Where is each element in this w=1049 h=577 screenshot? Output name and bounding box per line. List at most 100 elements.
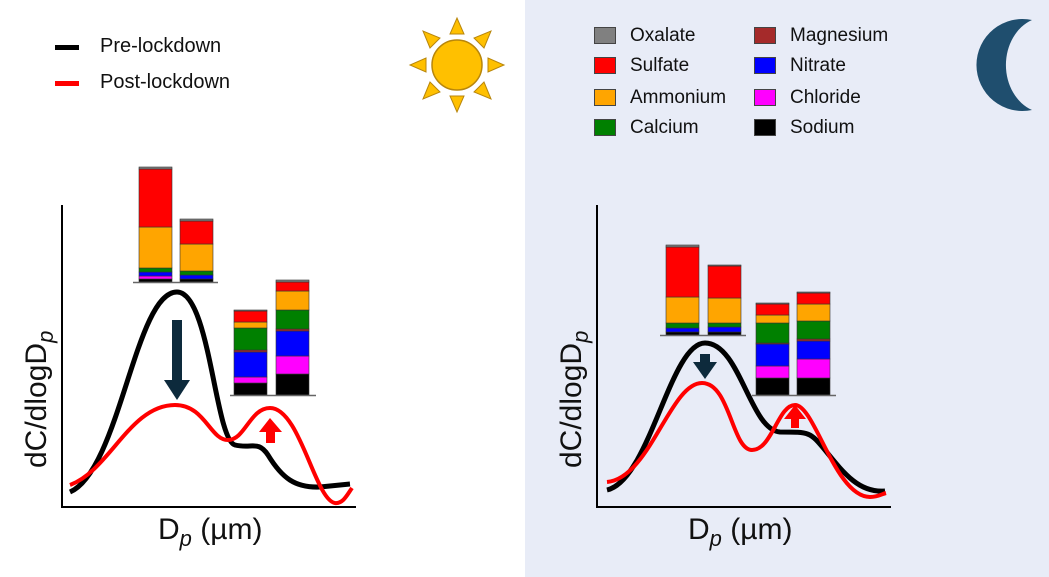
bar-segment-nitrate [275,330,310,357]
day-axes [61,205,356,508]
night-post-curve [606,380,887,500]
night-coarse-mode-post-bar [796,291,831,396]
bar-segment-ammonium [179,243,214,272]
bar-segment-oxalate [138,166,173,170]
bar-segment-calcium [179,270,214,276]
bar-segment-calcium [755,322,790,344]
bar-segment-sodium [665,331,700,336]
swatch [594,57,616,74]
night-fine-mode-pre-bar [665,244,700,336]
legend-label: Oxalate [630,25,696,46]
bar-segment-sodium [275,373,310,396]
bar-segment-ammonium [755,314,790,324]
legend-item-sulfate: Sulfate [594,55,690,77]
legend-item-oxalate: Oxalate [594,25,696,47]
bar-segment-sulfate [138,168,173,228]
day-coarse-mode-pre-bar [233,309,268,396]
swatch [594,89,616,106]
ylabel-text: dC/dlogD [20,342,53,468]
bar-segment-ammonium [275,290,310,311]
legend-pre: Pre-lockdown [55,35,222,58]
xlabel-text: D [158,513,180,546]
bar-segment-oxalate [275,279,310,283]
legend-label: Sodium [790,117,855,138]
legend-label: Nitrate [790,55,846,76]
bar-segment-nitrate [665,327,700,333]
bar-segment-nitrate [707,326,742,333]
bar-segment-ammonium [233,321,268,329]
bar-segment-oxalate [233,309,268,312]
bar-segment-sulfate [665,246,700,298]
night-coarse-mode-pre-bar [755,302,790,396]
bar-segment-chloride [755,365,790,379]
bar-segment-sodium [755,377,790,396]
night-pre-curve [606,340,886,494]
night-axes [596,205,891,508]
day-fine-mode-pre-bar [138,166,173,283]
swatch [754,27,776,44]
bar-segment-sulfate [233,310,268,323]
legend-label: Ammonium [630,87,727,108]
decrease-arrow-icon [693,354,717,379]
swatch [754,57,776,74]
legend-post: Post-lockdown [55,71,231,94]
legend-label: Calcium [630,117,699,138]
legend-label: Sulfate [630,55,690,76]
crescent-moon-icon [976,18,1032,112]
bar-segment-calcium [796,320,831,340]
bar-segment-sodium [707,331,742,336]
sun-icon [408,16,506,114]
legend-item-sodium: Sodium [754,117,855,139]
legend-pre-label: Pre-lockdown [100,35,222,57]
increase-arrow-icon [784,405,806,428]
bar-segment-calcium [275,309,310,330]
bar-segment-nitrate [138,271,173,277]
bar-segment-chloride [138,275,173,280]
legend-item-ammonium: Ammonium [594,87,727,109]
bar-segment-oxalate [665,244,700,248]
bar-segment-chloride [233,376,268,384]
xlabel-sub: p [709,526,722,551]
bar-segment-sodium [796,377,831,396]
night-y-axis-label: dC/dlogDp [555,331,594,468]
increase-arrow-icon [259,418,282,443]
xlabel-sub: p [179,526,192,551]
bar-segment-calcium [707,322,742,328]
day-y-axis-label: dC/dlogDp [20,331,59,468]
legend-item-magnesium: Magnesium [754,25,888,47]
bar-segment-sulfate [275,281,310,292]
bar-segment-oxalate [179,218,214,222]
bar-segment-ammonium [138,226,173,269]
stacked-bars [133,166,836,397]
bar-segment-calcium [233,327,268,351]
swatch [754,119,776,136]
bar-segment-sulfate [179,220,214,245]
bar-segment-sodium [179,278,214,283]
legend-item-nitrate: Nitrate [754,55,846,77]
pre-line-swatch [55,45,79,50]
bar-segment-ammonium [707,297,742,324]
swatch [594,27,616,44]
swatch [594,119,616,136]
bar-segment-calcium [665,322,700,329]
bar-segment-sulfate [755,303,790,316]
bar-segment-nitrate [755,343,790,367]
bar-segment-sodium [233,382,268,396]
bar-segment-oxalate [755,302,790,305]
bar-segment-nitrate [233,351,268,378]
ylabel-sub: p [33,330,58,343]
day-post-curve [69,402,354,506]
bar-segment-calcium [138,267,173,273]
bar-segment-ammonium [796,303,831,322]
day-fine-mode-post-bar [179,218,214,283]
ylabel-sub: p [568,330,593,343]
legend-item-calcium: Calcium [594,117,699,139]
post-line-swatch [55,81,79,86]
night-x-axis-label: Dp (µm) [688,513,793,552]
legend-label: Chloride [790,87,861,108]
bar-segment-chloride [796,358,831,379]
bar-segment-nitrate [179,274,214,280]
legend-post-label: Post-lockdown [100,71,231,93]
